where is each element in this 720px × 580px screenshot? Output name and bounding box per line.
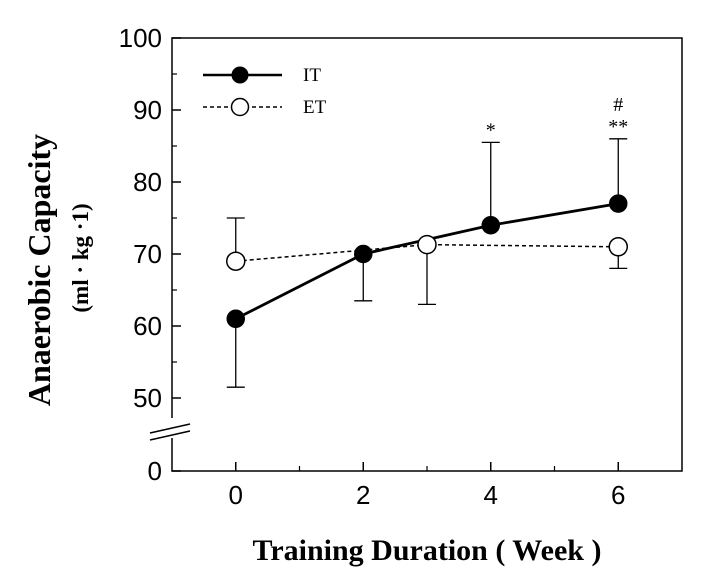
x-tick-label-2: 2 (356, 480, 370, 510)
annotation-hash-week-6: # (613, 94, 623, 116)
y-axis-break-mark (149, 418, 191, 441)
et-marker-0 (226, 251, 246, 271)
x-tick-labels: 0 2 4 6 (229, 480, 626, 510)
legend-et-label: ET (303, 97, 327, 118)
legend: IT ET (203, 65, 327, 118)
x-tick-label-6: 6 (611, 480, 625, 510)
y-tick-label-50: 50 (133, 383, 162, 413)
y-tick-label-70: 70 (133, 239, 162, 269)
it-marker-4 (481, 215, 500, 235)
legend-it-label: IT (303, 65, 321, 86)
y-tick-label-60: 60 (133, 311, 162, 341)
annotation-asterisk-week-4: * (486, 119, 496, 141)
axis-ticks (172, 37, 619, 472)
et-marker-6 (608, 237, 628, 257)
et-marker-3 (417, 234, 437, 255)
x-axis-title: Training Duration ( Week ) (253, 534, 602, 567)
significance-annotations: **# * (486, 94, 629, 142)
it-marker-2 (354, 244, 373, 264)
x-tick-label-0: 0 (229, 480, 243, 510)
y-tick-label-0: 0 (148, 456, 162, 486)
it-marker-6 (609, 194, 628, 213)
series-markers (226, 194, 628, 329)
legend-it-marker (231, 66, 249, 84)
y-tick-labels: 0 50 60 70 80 90 100 (119, 23, 162, 486)
y-axis-title: Anaerobic Capacity (21, 134, 57, 406)
y-axis-units: (ml · kg ·1) (68, 203, 93, 312)
x-tick-label-4: 4 (484, 480, 498, 510)
it-marker-0 (226, 309, 245, 329)
legend-et-marker (230, 97, 250, 117)
y-tick-label-80: 80 (133, 167, 162, 197)
annotation-double-asterisk-week-6: ** (608, 116, 628, 138)
y-tick-label-100: 100 (119, 23, 162, 53)
y-tick-label-90: 90 (133, 95, 162, 125)
error-bars (226, 138, 628, 388)
